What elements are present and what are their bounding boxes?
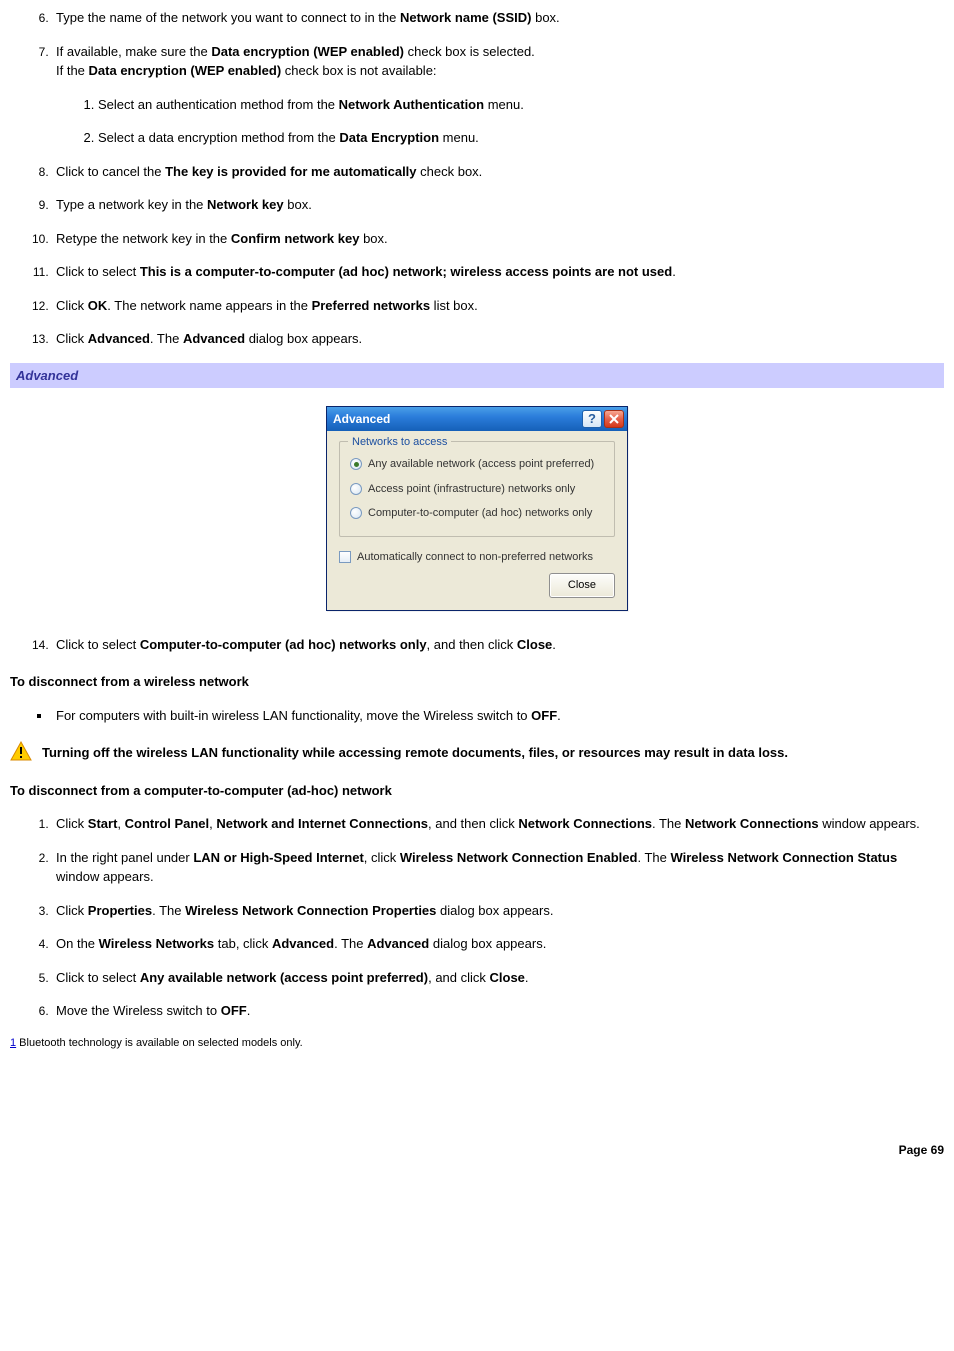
list-item: In the right panel under LAN or High-Spe… — [52, 848, 944, 887]
list-item: Move the Wireless switch to OFF. — [52, 1001, 944, 1021]
dialog-button-row: Close — [339, 573, 615, 598]
list-item: Select an authentication method from the… — [98, 95, 944, 115]
auto-connect-checkbox-row[interactable]: Automatically connect to non-preferred n… — [339, 549, 615, 566]
text: . — [552, 637, 556, 652]
list-item: Type a network key in the Network key bo… — [52, 195, 944, 215]
dialog-container: Advanced ? Networks to access Any availa… — [10, 406, 944, 611]
radio-icon[interactable] — [350, 507, 362, 519]
warning-text: Turning off the wireless LAN functionali… — [42, 743, 788, 763]
list-item: Click OK. The network name appears in th… — [52, 296, 944, 316]
dialog-title: Advanced — [333, 410, 390, 428]
radio-icon[interactable] — [350, 483, 362, 495]
bold: Close — [517, 637, 552, 652]
page-number: Page 69 — [10, 1141, 944, 1159]
step-14: Click to select Computer-to-computer (ad… — [52, 635, 944, 655]
list-item: Click Start, Control Panel, Network and … — [52, 814, 944, 834]
checkbox-label: Automatically connect to non-preferred n… — [357, 549, 593, 566]
disconnect-bullets: For computers with built-in wireless LAN… — [10, 706, 944, 726]
steps-list-b: Click Start, Control Panel, Network and … — [10, 814, 944, 1021]
radio-label: Access point (infrastructure) networks o… — [368, 481, 575, 498]
titlebar-buttons: ? — [582, 410, 624, 428]
list-item: On the Wireless Networks tab, click Adva… — [52, 934, 944, 954]
list-item: Click Properties. The Wireless Network C… — [52, 901, 944, 921]
list-item: For computers with built-in wireless LAN… — [52, 706, 944, 726]
footnote-text: Bluetooth technology is available on sel… — [16, 1037, 303, 1049]
steps-list-a: Type the name of the network you want to… — [10, 8, 944, 349]
list-item: If available, make sure the Data encrypt… — [52, 42, 944, 148]
text: For computers with built-in wireless LAN… — [56, 708, 531, 723]
footnote: 1 Bluetooth technology is available on s… — [10, 1035, 944, 1052]
list-item: Click to cancel the The key is provided … — [52, 162, 944, 182]
text: . — [557, 708, 561, 723]
group-label: Networks to access — [348, 434, 451, 451]
list-item: Type the name of the network you want to… — [52, 8, 944, 28]
radio-label: Any available network (access point pref… — [368, 456, 594, 473]
dialog-titlebar: Advanced ? — [327, 407, 627, 431]
list-item: Click to select Any available network (a… — [52, 968, 944, 988]
checkbox-icon[interactable] — [339, 551, 351, 563]
bold: OFF — [531, 708, 557, 723]
radio-option[interactable]: Computer-to-computer (ad hoc) networks o… — [350, 505, 604, 522]
sublist: Select an authentication method from the… — [56, 95, 944, 148]
text: , and then click — [427, 637, 517, 652]
close-icon[interactable] — [604, 410, 624, 428]
help-icon[interactable]: ? — [582, 410, 602, 428]
list-item: Retype the network key in the Confirm ne… — [52, 229, 944, 249]
close-button[interactable]: Close — [549, 573, 615, 598]
list-item: Select a data encryption method from the… — [98, 128, 944, 148]
radio-icon[interactable] — [350, 458, 362, 470]
bold: Computer-to-computer (ad hoc) networks o… — [140, 637, 427, 652]
warning-icon — [10, 741, 32, 761]
warning-callout: Turning off the wireless LAN functionali… — [10, 741, 944, 763]
list-item: Click Advanced. The Advanced dialog box … — [52, 329, 944, 349]
text: Click to select — [56, 637, 140, 652]
dialog-body: Networks to access Any available network… — [327, 431, 627, 610]
heading-disconnect-wireless: To disconnect from a wireless network — [10, 672, 944, 692]
radio-option[interactable]: Access point (infrastructure) networks o… — [350, 481, 604, 498]
heading-disconnect-adhoc: To disconnect from a computer-to-compute… — [10, 781, 944, 801]
radio-option[interactable]: Any available network (access point pref… — [350, 456, 604, 473]
networks-to-access-group: Networks to access Any available network… — [339, 441, 615, 537]
radio-label: Computer-to-computer (ad hoc) networks o… — [368, 505, 592, 522]
list-item: Click to select This is a computer-to-co… — [52, 262, 944, 282]
step-14-list: Click to select Computer-to-computer (ad… — [10, 635, 944, 655]
section-heading-advanced: Advanced — [10, 363, 944, 389]
advanced-dialog: Advanced ? Networks to access Any availa… — [326, 406, 628, 611]
